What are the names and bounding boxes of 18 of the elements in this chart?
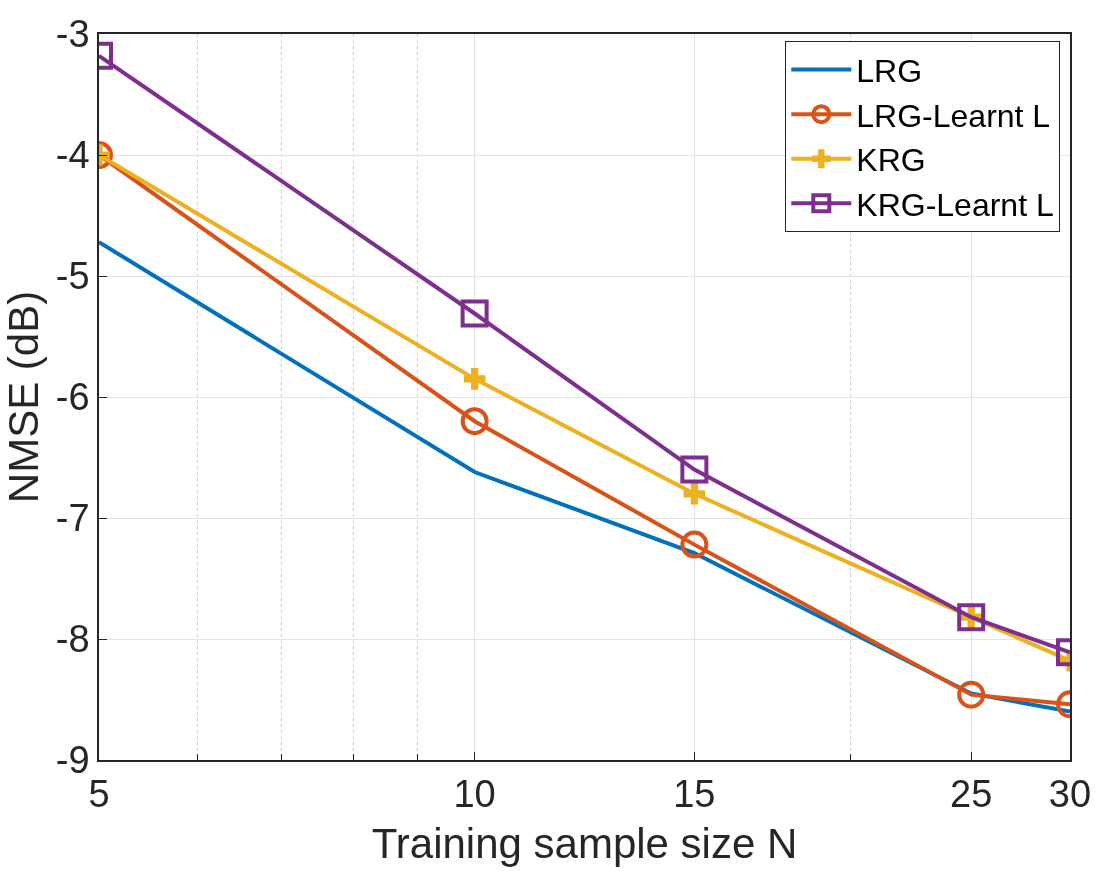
x-tick-label: 5 — [88, 773, 110, 816]
x-tick-label: 30 — [1048, 773, 1092, 816]
legend-label: KRG-Learnt L — [856, 186, 1054, 223]
y-tick-label: -4 — [55, 134, 90, 177]
y-axis-title: NMSE (dB) — [0, 290, 47, 504]
legend-label: LRG-Learnt L — [856, 97, 1051, 134]
y-tick-label: -3 — [55, 13, 90, 56]
x-axis-title: Training sample size N — [371, 819, 798, 867]
y-tick-label: -7 — [55, 497, 90, 540]
y-tick-label: -9 — [55, 739, 90, 782]
legend-label: KRG — [856, 142, 926, 179]
y-tick-label: -6 — [55, 376, 90, 419]
y-tick-label: -5 — [55, 255, 90, 298]
x-tick-label: 25 — [950, 773, 993, 816]
x-tick-label: 15 — [673, 773, 716, 816]
legend-label: LRG — [856, 53, 923, 90]
y-tick-label: -8 — [55, 618, 90, 661]
x-tick-label: 10 — [453, 773, 496, 816]
